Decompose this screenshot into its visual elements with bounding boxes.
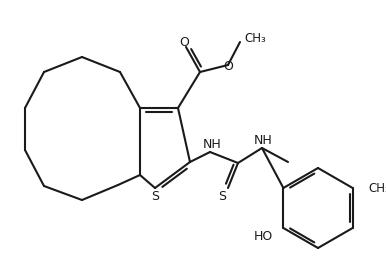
Text: CH₃: CH₃ [244, 31, 266, 45]
Text: S: S [151, 189, 159, 203]
Text: NH: NH [254, 134, 273, 146]
Text: S: S [218, 189, 226, 203]
Text: O: O [179, 36, 189, 50]
Text: CH₃: CH₃ [369, 182, 386, 194]
Text: NH: NH [203, 139, 222, 151]
Text: O: O [223, 61, 233, 74]
Text: HO: HO [254, 230, 273, 243]
